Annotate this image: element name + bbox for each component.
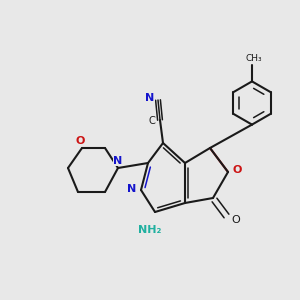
Text: O: O (76, 136, 85, 146)
Text: CH₃: CH₃ (245, 54, 262, 63)
Text: O: O (231, 215, 240, 225)
Text: N: N (128, 184, 136, 194)
Text: NH₂: NH₂ (138, 225, 161, 235)
Text: N: N (145, 94, 154, 103)
Text: C: C (148, 116, 155, 127)
Text: O: O (232, 165, 242, 175)
Text: N: N (113, 155, 123, 166)
